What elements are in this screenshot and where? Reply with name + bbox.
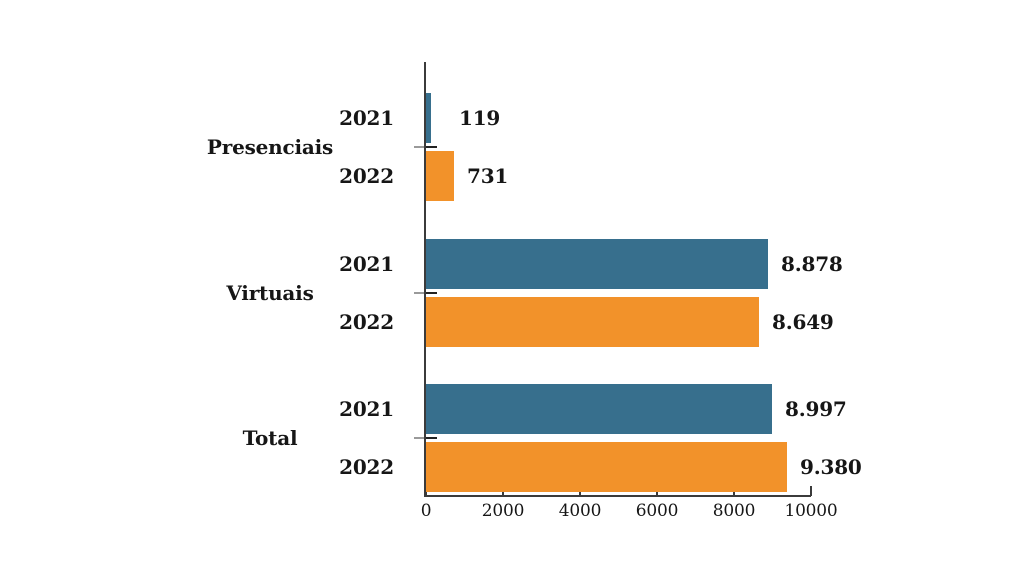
year-label: 2021: [339, 252, 394, 276]
year-label: 2021: [339, 397, 394, 421]
category-label: Total: [242, 426, 298, 450]
year-label: 2022: [339, 164, 394, 188]
bar-2021-virtuais: [426, 239, 768, 289]
year-label: 2021: [339, 106, 394, 130]
category-tick-stub: [426, 437, 437, 439]
x-axis-tick-label: 2000: [481, 501, 525, 521]
category-label: Presenciais: [206, 135, 334, 159]
category-label: Virtuais: [226, 281, 314, 305]
bar-2022-total: [426, 442, 787, 492]
x-axis-tick-label: 10000: [784, 501, 838, 521]
category-tick-stub: [426, 146, 437, 148]
x-axis-tick-label: 0: [420, 501, 432, 521]
bar-2021-total: [426, 384, 772, 434]
x-axis-tick-label: 6000: [635, 501, 679, 521]
bar-2021-presenciais: [426, 93, 431, 143]
bar-2022-virtuais: [426, 297, 759, 347]
value-label: 8.878: [781, 252, 843, 276]
x-axis-tick-label: 8000: [712, 501, 756, 521]
x-axis-tick: [810, 486, 812, 496]
value-label: 8.649: [772, 310, 834, 334]
year-label: 2022: [339, 310, 394, 334]
bar-2022-presenciais: [426, 151, 454, 201]
year-label: 2022: [339, 455, 394, 479]
category-tick: [414, 437, 426, 439]
value-label: 119: [459, 106, 501, 130]
y-axis-line: [424, 62, 426, 497]
value-label: 8.997: [785, 397, 847, 421]
category-tick: [414, 292, 426, 294]
x-axis-line: [424, 495, 811, 497]
category-tick: [414, 146, 426, 148]
value-label: 9.380: [800, 455, 862, 479]
x-axis-tick-label: 4000: [558, 501, 602, 521]
category-tick-stub: [426, 292, 437, 294]
value-label: 731: [467, 164, 509, 188]
